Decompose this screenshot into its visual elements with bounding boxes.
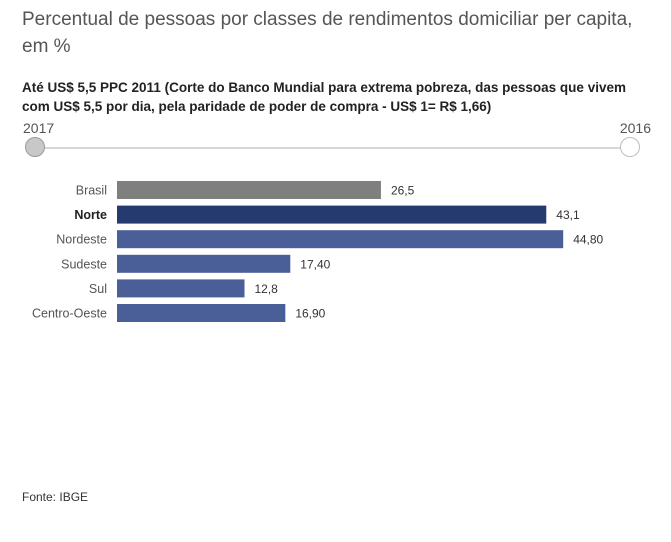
- value-label-nordeste: 44,80: [573, 233, 603, 247]
- chart-title: Percentual de pessoas por classes de ren…: [22, 9, 633, 57]
- category-label-sul: Sul: [89, 282, 107, 296]
- value-label-centro-oeste: 16,90: [295, 307, 325, 321]
- slider-track[interactable]: [36, 147, 630, 149]
- bar-chart: Brasil 26,5 Norte 43,1 Nordeste 44,80 Sudeste 1…: [32, 181, 604, 322]
- bar-nordeste[interactable]: [117, 230, 564, 249]
- value-label-norte: 43,1: [556, 208, 580, 222]
- bar-norte[interactable]: [117, 205, 547, 224]
- category-label-sudeste: Sudeste: [61, 257, 107, 271]
- bar-centro-oeste[interactable]: [117, 304, 286, 322]
- category-label-brasil: Brasil: [76, 184, 107, 198]
- source-note: Fonte: IBGE: [22, 490, 89, 504]
- slider-end-label: 2016: [619, 120, 651, 136]
- bar-sul[interactable]: [117, 279, 245, 298]
- slider-handle-2016[interactable]: [620, 137, 640, 157]
- slider-handle-2017[interactable]: [25, 137, 45, 157]
- year-slider[interactable]: 2017 2016: [0, 120, 671, 164]
- category-label-centro-oeste: Centro-Oeste: [32, 307, 107, 321]
- category-label-nordeste: Nordeste: [56, 233, 107, 247]
- value-label-brasil: 26,5: [391, 184, 415, 198]
- bar-brasil[interactable]: [117, 181, 381, 199]
- chart-subtitle: Até US$ 5,5 PPC 2011 (Corte do Banco Mun…: [22, 80, 626, 114]
- value-label-sudeste: 17,40: [300, 257, 330, 271]
- category-label-norte: Norte: [74, 208, 107, 222]
- value-label-sul: 12,8: [254, 282, 278, 296]
- bar-sudeste[interactable]: [117, 254, 291, 273]
- slider-start-label: 2017: [23, 120, 55, 136]
